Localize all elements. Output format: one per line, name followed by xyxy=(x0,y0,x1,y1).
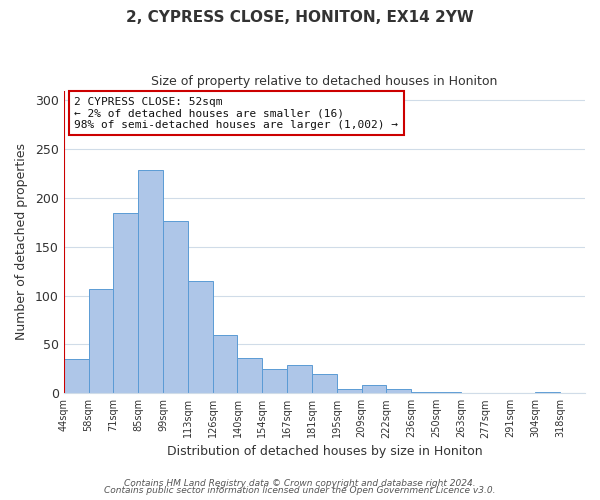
Bar xyxy=(64,359,89,393)
Bar xyxy=(262,369,287,393)
Bar xyxy=(138,170,163,393)
Bar xyxy=(535,392,560,393)
Bar xyxy=(411,392,436,393)
Text: 2, CYPRESS CLOSE, HONITON, EX14 2YW: 2, CYPRESS CLOSE, HONITON, EX14 2YW xyxy=(126,10,474,25)
Bar xyxy=(89,288,113,393)
Bar xyxy=(163,222,188,393)
Bar xyxy=(188,281,212,393)
X-axis label: Distribution of detached houses by size in Honiton: Distribution of detached houses by size … xyxy=(167,444,482,458)
Text: Contains HM Land Registry data © Crown copyright and database right 2024.: Contains HM Land Registry data © Crown c… xyxy=(124,478,476,488)
Bar xyxy=(212,334,238,393)
Y-axis label: Number of detached properties: Number of detached properties xyxy=(15,144,28,340)
Bar xyxy=(362,386,386,393)
Bar xyxy=(113,212,138,393)
Bar xyxy=(337,390,362,393)
Bar xyxy=(312,374,337,393)
Text: Contains public sector information licensed under the Open Government Licence v3: Contains public sector information licen… xyxy=(104,486,496,495)
Text: 2 CYPRESS CLOSE: 52sqm
← 2% of detached houses are smaller (16)
98% of semi-deta: 2 CYPRESS CLOSE: 52sqm ← 2% of detached … xyxy=(74,96,398,130)
Bar xyxy=(287,365,312,393)
Bar xyxy=(386,390,411,393)
Bar xyxy=(238,358,262,393)
Bar xyxy=(436,392,461,393)
Title: Size of property relative to detached houses in Honiton: Size of property relative to detached ho… xyxy=(151,75,497,88)
